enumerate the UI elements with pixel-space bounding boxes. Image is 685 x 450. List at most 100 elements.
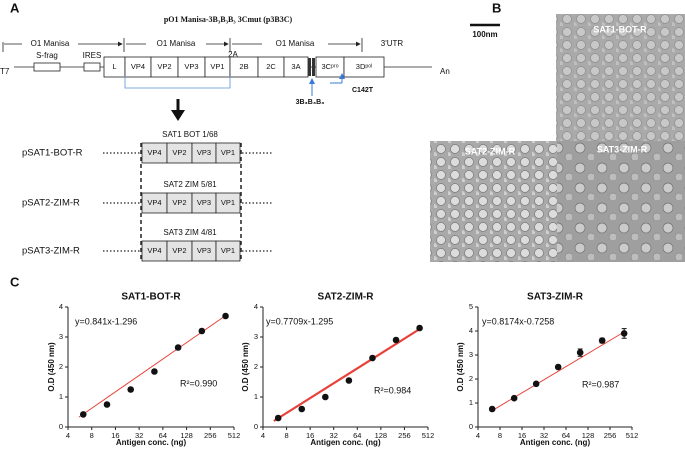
data-point (554, 363, 562, 371)
r-squared: R²=0.990 (180, 378, 217, 388)
r-squared: R²=0.984 (374, 385, 411, 395)
data-point (274, 414, 282, 422)
data-point (392, 336, 400, 344)
construct-list: SAT1 BOT 1/68 pSAT1-BOT-R VP4 VP2 VP3 VP1 SAT2… (22, 130, 272, 262)
construct-gene-label: VP1 (221, 148, 235, 157)
data-point (174, 344, 182, 351)
gene-map: L VP4 VP2 VP3 VP1 2B 2C 3A 3Cᵖʳᵒ 3Dᵖᵒˡ (103, 56, 385, 78)
y-tick-label: 5 (469, 302, 473, 311)
construct-name: pSAT1-BOT-R (22, 148, 83, 159)
gene-label: VP1 (210, 62, 224, 71)
x-tick-label: 128 (375, 431, 388, 440)
construct-gene-label: VP3 (197, 148, 211, 157)
data-point (222, 312, 229, 320)
data-point (532, 380, 540, 388)
ires-label: IRES (83, 51, 102, 60)
insert-bar (308, 58, 311, 76)
region-label: O1 Manisa (276, 39, 315, 48)
chart-title: SAT1-BOT-R (121, 292, 181, 303)
construct-gene-label: VP2 (172, 148, 186, 157)
x-tick-label: 8 (284, 431, 288, 440)
diagram-title: pO1 Manisa-3B₃B₃B₃ 3Cmut (p3B3C) (164, 15, 293, 24)
construct-gene-box (215, 240, 241, 262)
y-tick-label: 0 (59, 422, 63, 431)
x-tick-label: 128 (180, 431, 193, 440)
x-tick-label: 256 (398, 431, 411, 440)
gene-label: L (112, 62, 116, 71)
gene-label: 3Dᵖᵒˡ (356, 62, 372, 71)
x-tick-label: 16 (518, 431, 526, 440)
x-axis-label: Antigen conc. (ng) (520, 438, 591, 447)
x-tick-label: 512 (422, 431, 435, 440)
data-point (345, 377, 353, 384)
data-point (322, 393, 329, 401)
s-frag-box (33, 62, 61, 72)
y-tick-label: 1 (254, 392, 258, 401)
gene-label: 3Cᵖʳᵒ (321, 62, 338, 71)
strain-label: SAT3 ZIM 4/81 (163, 228, 217, 237)
construct-gene-label: VP3 (197, 198, 211, 207)
data-point (151, 368, 158, 375)
y-tick-label: 2 (59, 362, 63, 371)
panel-label: A (10, 0, 20, 15)
micrograph-label: SAT1-BOT-R (593, 24, 647, 34)
s-frag-label: S-frag (36, 51, 58, 60)
x-tick-label: 64 (562, 431, 570, 440)
promoter-label: T7 (0, 67, 10, 76)
chart-title: SAT3-ZIM-R (527, 292, 584, 303)
scale-bar-label: 100nm (472, 30, 497, 39)
construct-gene-box (215, 192, 241, 214)
micrograph (556, 14, 685, 141)
x-axis-label: Antigen conc. (ng) (310, 438, 381, 447)
construct-gene-label: VP4 (147, 246, 161, 255)
x-tick-label: 256 (604, 431, 617, 440)
strain-label: SAT1 BOT 1/68 (162, 130, 218, 139)
fit-equation: y=0.8174x-0.7258 (482, 316, 554, 326)
x-tick-label: 16 (111, 431, 119, 440)
x-tick-label: 256 (204, 431, 217, 440)
gene-label: 2B (239, 62, 248, 71)
y-axis-label: O.D (450 nm) (456, 342, 465, 392)
data-point (488, 405, 496, 413)
panel-label: C (10, 274, 20, 289)
fit-equation: y=0.7709x-1.295 (266, 316, 333, 326)
r-squared: R²=0.987 (582, 379, 619, 389)
ires-box (83, 62, 101, 72)
region-arrows (2, 38, 363, 52)
construct-gene-label: VP4 (147, 148, 161, 157)
construct-gene-label: VP2 (172, 198, 186, 207)
data-point (576, 349, 584, 356)
x-tick-label: 32 (540, 431, 548, 440)
data-point (510, 394, 518, 402)
data-point (369, 354, 376, 362)
gene-label: VP3 (184, 62, 198, 71)
gene-label: VP4 (131, 62, 145, 71)
region-label: O1 Manisa (157, 39, 196, 48)
insert-bar (312, 58, 315, 76)
x-tick-label: 8 (90, 431, 94, 440)
fit-equation: y=0.841x-1.296 (75, 316, 137, 326)
x-tick-label: 64 (353, 431, 361, 440)
y-tick-label: 3 (469, 350, 473, 359)
y-tick-label: 4 (59, 302, 63, 311)
construct-gene-label: VP3 (197, 246, 211, 255)
panel-label: B (492, 0, 501, 15)
construct-name: pSAT2-ZIM-R (22, 198, 80, 209)
construct-gene-box (215, 142, 241, 164)
x-tick-label: 512 (228, 431, 241, 440)
y-tick-label: 3 (59, 332, 63, 341)
gene-label: 3A (291, 62, 300, 71)
x-tick-label: 32 (330, 431, 338, 440)
p1-bracket (124, 76, 231, 89)
construct-gene-label: VP1 (221, 198, 235, 207)
x-tick-label: 512 (626, 431, 639, 440)
x-tick-label: 32 (135, 431, 143, 440)
y-tick-label: 2 (254, 362, 258, 371)
data-point (198, 327, 206, 335)
micrograph (430, 141, 557, 262)
micrograph-label: SAT2-ZIM-R (465, 146, 516, 156)
utr-label: 3'UTR (381, 39, 404, 48)
construct-name: pSAT3-ZIM-R (22, 246, 80, 257)
